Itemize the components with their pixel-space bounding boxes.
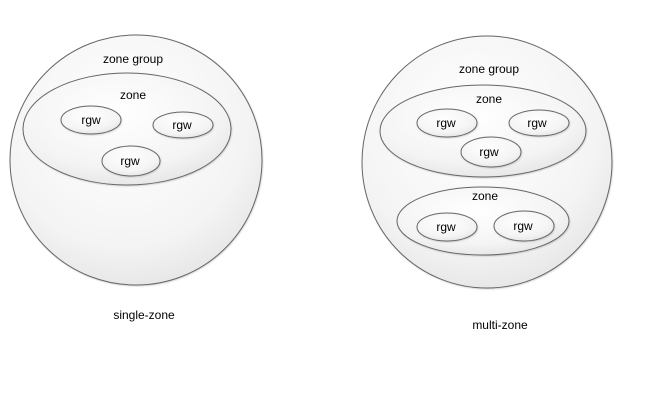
rgw-ellipse <box>460 136 522 168</box>
rgw-node: rgw <box>460 136 522 168</box>
rgw-ellipse <box>416 108 478 138</box>
rgw-label: rgw <box>81 113 101 127</box>
rgw-node: rgw <box>416 108 478 138</box>
rgw-ellipse <box>152 111 214 139</box>
rgw-node: rgw <box>416 212 478 242</box>
zone: zone rgw rgw rgw <box>22 72 232 186</box>
single-zone-diagram: zone group zone rgw rgw rgw single-zone <box>9 34 263 322</box>
rgw-label: rgw <box>120 154 140 168</box>
rgw-label: rgw <box>527 116 547 130</box>
rgw-ellipse <box>493 210 555 242</box>
rgw-label: rgw <box>513 219 533 233</box>
rgw-label: rgw <box>479 145 499 159</box>
rgw-node: rgw <box>152 111 214 139</box>
zone-group-label: zone group <box>103 52 163 66</box>
diagram-caption: multi-zone <box>472 318 528 332</box>
rgw-node: rgw <box>493 210 555 242</box>
zone: zone rgw rgw <box>396 186 570 256</box>
zone-ellipse <box>379 84 587 178</box>
rgw-label: rgw <box>436 116 456 130</box>
rgw-label: rgw <box>436 220 456 234</box>
zone-label: zone <box>472 189 498 203</box>
rgw-node: rgw <box>60 105 122 135</box>
rgw-node: rgw <box>101 145 161 177</box>
rgw-ellipse <box>416 212 478 242</box>
rgw-ellipse <box>60 105 122 135</box>
rgw-node: rgw <box>508 109 570 137</box>
rgw-label: rgw <box>172 118 192 132</box>
diagram-caption: single-zone <box>113 308 175 322</box>
zone-label: zone <box>476 92 502 106</box>
zone-group-label: zone group <box>459 62 519 76</box>
multi-zone-diagram: zone group zone rgw rgw rgw zone rgw <box>361 35 613 332</box>
zone-label: zone <box>120 88 146 102</box>
zone-ellipse <box>22 72 232 186</box>
zone: zone rgw rgw rgw <box>379 84 587 178</box>
rgw-ellipse <box>508 109 570 137</box>
rgw-ellipse <box>101 145 161 177</box>
